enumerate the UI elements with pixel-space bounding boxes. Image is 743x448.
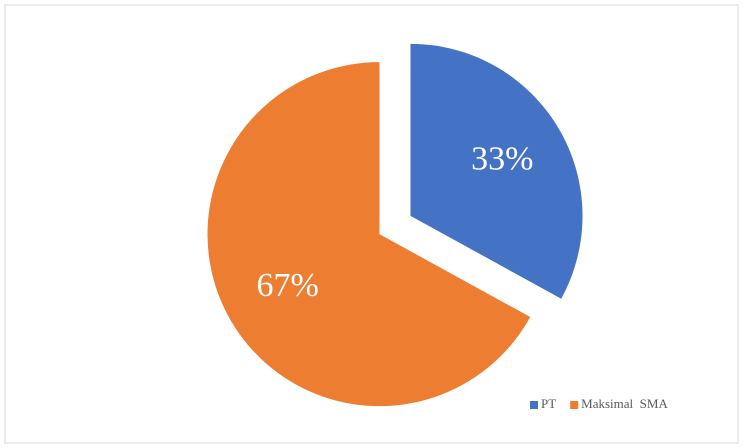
legend-swatch (530, 401, 538, 409)
pie-slice (410, 43, 583, 299)
data-label: 67% (257, 267, 319, 304)
pie-slice (207, 62, 531, 407)
legend-swatch (570, 401, 579, 409)
data-label: 33% (471, 140, 533, 177)
legend-label: Maksimal SMA (581, 396, 668, 411)
legend-label: PT (541, 396, 556, 411)
